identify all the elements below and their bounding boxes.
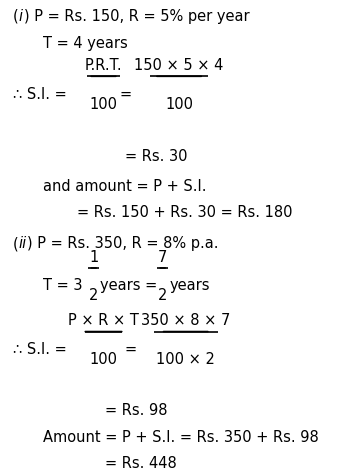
Text: ) P = Rs. 350, R = 8% p.a.: ) P = Rs. 350, R = 8% p.a.: [27, 236, 218, 252]
Text: ii: ii: [18, 236, 26, 252]
Text: ∴ S.I. =: ∴ S.I. =: [13, 87, 71, 102]
Text: 100 × 2: 100 × 2: [156, 352, 215, 367]
Text: i: i: [18, 9, 22, 24]
Text: = Rs. 448: = Rs. 448: [105, 456, 177, 472]
Text: 350 × 8 × 7: 350 × 8 × 7: [141, 313, 230, 328]
Text: = Rs. 30: = Rs. 30: [125, 149, 187, 164]
Text: 7: 7: [158, 250, 168, 265]
Text: 2: 2: [89, 288, 98, 303]
Text: T = 3: T = 3: [43, 279, 82, 293]
Text: ) P = Rs. 150, R = 5% per year: ) P = Rs. 150, R = 5% per year: [24, 9, 249, 24]
Text: P.R.T.: P.R.T.: [85, 58, 122, 73]
Text: =: =: [120, 87, 132, 102]
Text: years =: years =: [100, 279, 157, 293]
Text: = Rs. 150 + Rs. 30 = Rs. 180: = Rs. 150 + Rs. 30 = Rs. 180: [77, 205, 293, 220]
Text: 1: 1: [89, 250, 98, 265]
Text: ∴ S.I. =: ∴ S.I. =: [13, 342, 71, 357]
Text: years: years: [169, 279, 210, 293]
Text: P × R × T: P × R × T: [68, 313, 139, 328]
Text: 2: 2: [158, 288, 168, 303]
Text: = Rs. 98: = Rs. 98: [105, 403, 168, 418]
Text: 100: 100: [90, 96, 118, 112]
Text: 150 × 5 × 4: 150 × 5 × 4: [134, 58, 224, 73]
Text: Amount = P + S.I. = Rs. 350 + Rs. 98: Amount = P + S.I. = Rs. 350 + Rs. 98: [43, 430, 318, 446]
Text: 100: 100: [165, 96, 193, 112]
Text: T = 4 years: T = 4 years: [43, 36, 127, 51]
Text: (: (: [13, 236, 19, 252]
Text: 100: 100: [90, 352, 118, 367]
Text: =: =: [124, 342, 136, 357]
Text: and amount = P + S.I.: and amount = P + S.I.: [43, 178, 206, 193]
Text: (: (: [13, 9, 19, 24]
